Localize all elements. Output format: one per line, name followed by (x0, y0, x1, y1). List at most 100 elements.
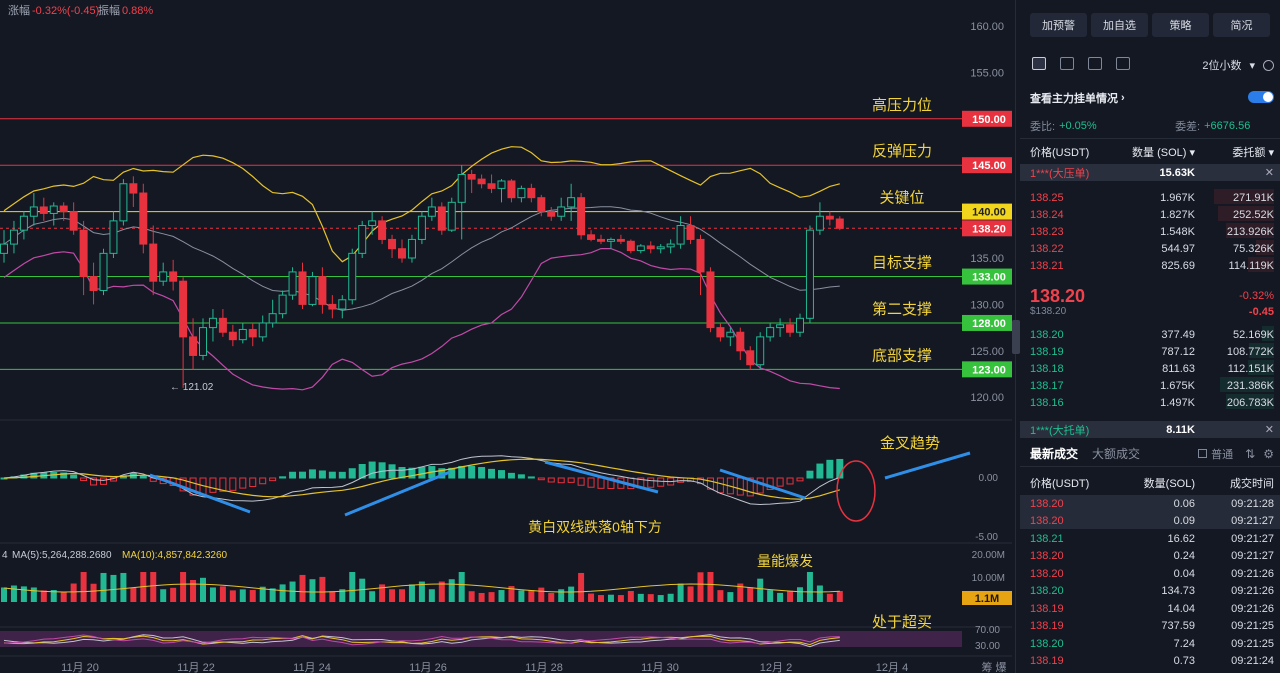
volume-tag (962, 591, 1012, 605)
amount-cell: 231.386K (1226, 379, 1274, 392)
view-bids-icon[interactable] (1060, 57, 1074, 70)
volume-bar (10, 585, 17, 602)
volume-bar (737, 583, 744, 602)
trade-qty: 0.24 (1173, 550, 1195, 562)
macd-bar (179, 477, 187, 492)
volume-tick: 20.00M (972, 550, 1005, 561)
macd-bar (398, 467, 406, 479)
volume-bar (20, 586, 27, 602)
macd-bar (587, 477, 595, 488)
big-buy-row[interactable]: 1***(大托单) 8.11K ✕ (1030, 421, 1274, 438)
volume-bar (90, 583, 97, 602)
bid-row[interactable]: 138.18 811.63 112.151K (1030, 360, 1274, 377)
view-expand-icon[interactable] (1116, 57, 1130, 70)
candle-body (288, 271, 297, 296)
candle-body (348, 252, 357, 301)
volume-bar (458, 572, 465, 602)
qty-cell: 1.827K (1160, 208, 1195, 221)
ask-row[interactable]: 138.21 825.69 114.119K (1030, 257, 1274, 274)
volume-bar (836, 591, 843, 602)
add-alert-button[interactable]: 加预警 (1030, 13, 1087, 37)
macd-bar (697, 477, 704, 485)
panel-resize-handle[interactable] (1012, 320, 1020, 354)
bid-row[interactable]: 138.17 1.675K 231.386K (1030, 377, 1274, 394)
trade-price: 138.19 (1030, 620, 1064, 632)
bid-row[interactable]: 138.19 787.12 108.772K (1030, 343, 1274, 360)
candlestick-chart[interactable]: 涨幅-0.32%(-0.45)振幅0.88% 160.00 155.00 150.00… (0, 0, 1012, 673)
level-price-label: 140.00 (972, 207, 1006, 219)
filter-icon[interactable]: ⇅ (1245, 446, 1256, 461)
bid-row[interactable]: 138.20 377.49 52.169K (1030, 326, 1274, 343)
settings-icon[interactable] (1263, 59, 1274, 71)
macd-bar (577, 477, 585, 486)
macd-bar (219, 477, 227, 492)
strategy-button[interactable]: 策略 (1152, 13, 1209, 37)
candle-body (109, 220, 118, 254)
trade-price: 138.20 (1030, 637, 1064, 650)
level-price-tag (962, 157, 1012, 174)
close-icon[interactable]: ✕ (1264, 424, 1274, 436)
volume-bar (100, 572, 107, 602)
price-cell: 138.19 (1030, 345, 1064, 358)
bid-row[interactable]: 138.16 1.497K 206.783K (1030, 394, 1274, 411)
trade-qty: 737.59 (1161, 620, 1195, 632)
volume-bar (259, 586, 266, 602)
price-cell: 138.18 (1030, 362, 1064, 375)
candle-body (805, 229, 814, 319)
macd-bar (716, 477, 724, 494)
normal-checkbox[interactable] (1198, 449, 1208, 458)
macd-bar (498, 470, 505, 479)
candle-body (477, 178, 486, 185)
decimal-selector[interactable]: 2位小数 ▾ (1202, 57, 1274, 73)
rsi-tick: 30.00 (975, 641, 1000, 652)
macd-bar (328, 471, 336, 479)
x-tick: 12月 2 (760, 662, 792, 673)
tab-large-trades[interactable]: 大额成交 (1092, 447, 1141, 461)
header-amount[interactable]: 委托额 ▾ (1232, 146, 1274, 159)
volume-bar (80, 572, 87, 602)
trade-header-price: 价格(USDT) (1030, 477, 1090, 490)
candle-body (328, 303, 337, 310)
volume-bar (518, 590, 525, 602)
big-sell-row[interactable]: 1***(大压单) 15.63K ✕ (1030, 164, 1274, 181)
macd-bar (766, 477, 774, 490)
settings-icon[interactable]: ⚙ (1263, 446, 1274, 461)
candle-body (587, 234, 596, 240)
price-cell: 138.21 (1030, 259, 1064, 272)
macd-bar (478, 467, 486, 479)
ask-row[interactable]: 138.22 544.97 75.326K (1030, 240, 1274, 257)
ask-row[interactable]: 138.24 1.827K 252.52K (1030, 206, 1274, 223)
macd-bar (249, 477, 257, 488)
volume-bar (299, 574, 306, 602)
candle-body (318, 276, 327, 305)
view-asks-icon[interactable] (1088, 57, 1102, 70)
ask-row[interactable]: 138.23 1.548K 213.926K (1030, 223, 1274, 240)
volume-bar (349, 572, 356, 602)
macd-bar (756, 477, 764, 494)
volume-bar (379, 584, 386, 602)
header-qty[interactable]: 数量 (SOL) ▾ (1132, 146, 1195, 159)
ask-row[interactable]: 138.25 1.967K 271.91K (1030, 189, 1274, 206)
view-both-icon[interactable] (1032, 57, 1046, 70)
trade-time: 09:21:26 (1231, 602, 1274, 615)
trade-qty: 0.09 (1173, 515, 1195, 527)
watch-toggle[interactable] (1248, 91, 1274, 103)
overview-button[interactable]: 简况 (1213, 13, 1270, 37)
level-label: 高压力位 (872, 97, 932, 114)
candle-body (39, 206, 48, 214)
volume-bar (60, 591, 67, 602)
add-watchlist-button[interactable]: 加自选 (1091, 13, 1148, 37)
volume-bar (339, 589, 346, 602)
trade-header-time: 成交时间 (1230, 477, 1274, 490)
candle-body (537, 197, 546, 213)
candle-body (79, 229, 88, 278)
level-price-label: 123.00 (972, 364, 1006, 376)
volume-bar (160, 589, 167, 602)
chart-area[interactable]: 涨幅-0.32%(-0.45)振幅0.88% 160.00 155.00 150.00… (0, 0, 1020, 673)
macd-bar (796, 477, 804, 482)
close-icon[interactable]: ✕ (1264, 167, 1274, 179)
tab-latest-trades[interactable]: 最新成交 (1030, 447, 1079, 461)
volume-bar (309, 579, 316, 602)
watch-row[interactable]: 查看主力挂单情况 › (1030, 89, 1274, 106)
trade-price: 138.19 (1030, 655, 1064, 667)
